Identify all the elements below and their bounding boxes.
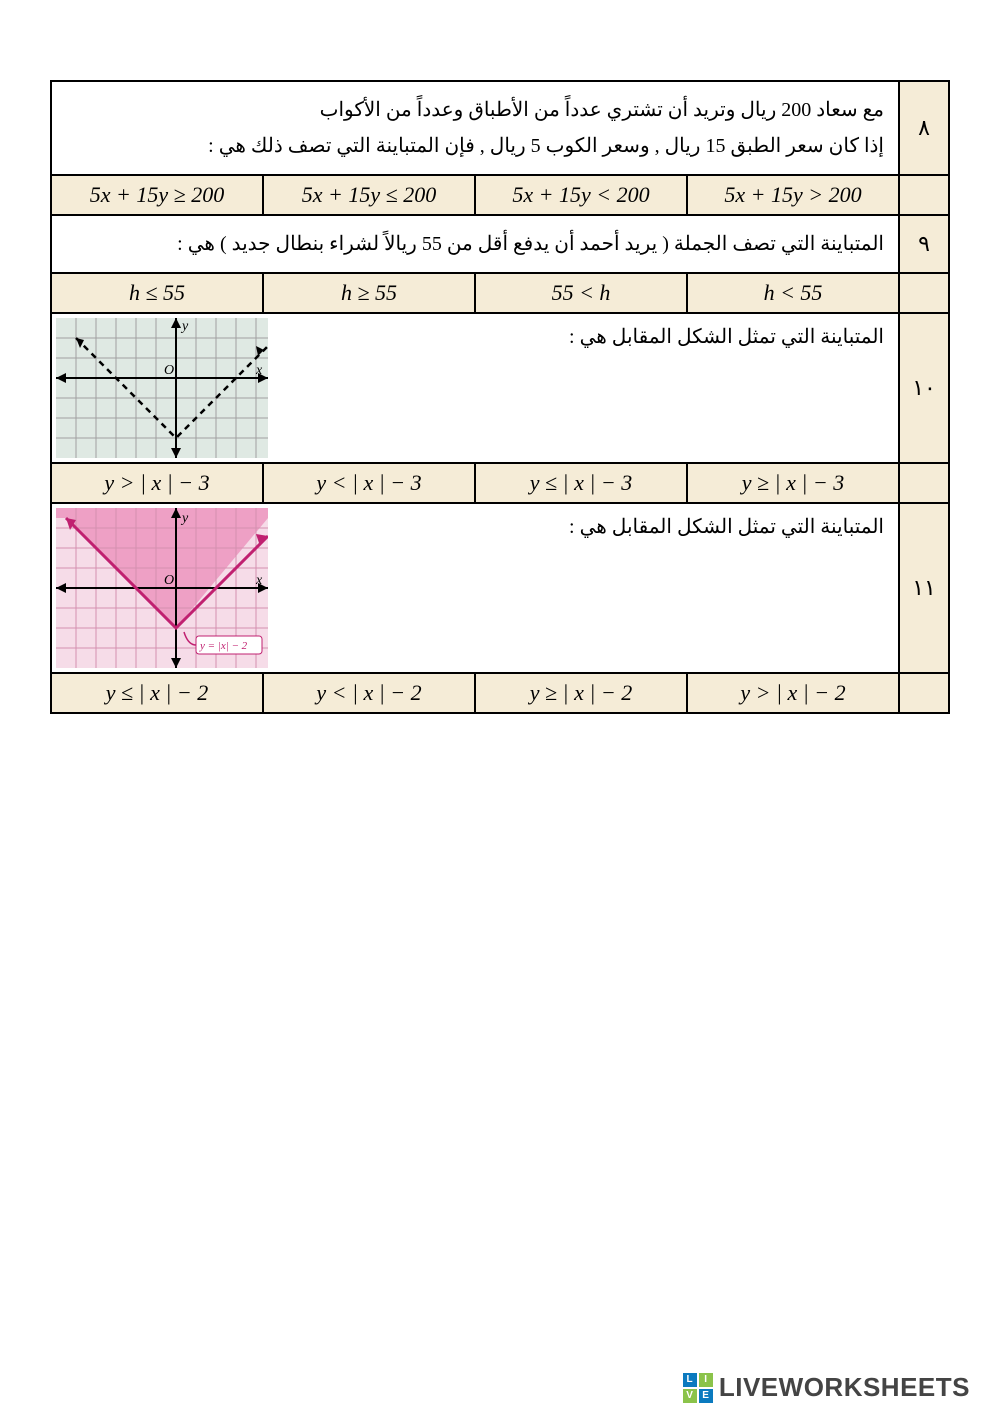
q8-spacer bbox=[899, 175, 949, 215]
q9-opt-a[interactable]: h < 55 bbox=[687, 273, 899, 313]
q11-opt-a[interactable]: y > | x | − 2 bbox=[687, 673, 899, 713]
q10-opt-b[interactable]: y ≤ | x | − 3 bbox=[475, 463, 687, 503]
svg-text:y: y bbox=[180, 511, 189, 526]
q10-opt-c[interactable]: y < | x | − 3 bbox=[263, 463, 475, 503]
q10-cell: المتباينة التي تمثل الشكل المقابل هي : bbox=[51, 313, 899, 463]
svg-text:y: y bbox=[180, 319, 189, 334]
worksheet-table: مع سعاد 200 ريال وتريد أن تشتري عدداً من… bbox=[50, 80, 950, 714]
watermark-text: LIVEWORKSHEETS bbox=[719, 1372, 970, 1403]
q8-number: ٨ bbox=[899, 81, 949, 175]
q11-graph: y = |x| − 2 O x y bbox=[52, 504, 272, 672]
svg-text:O: O bbox=[164, 573, 174, 588]
q8-line2: إذا كان سعر الطبق 15 ريال , وسعر الكوب 5… bbox=[66, 128, 884, 164]
q8-text: مع سعاد 200 ريال وتريد أن تشتري عدداً من… bbox=[51, 81, 899, 175]
q9-opt-d[interactable]: h ≤ 55 bbox=[51, 273, 263, 313]
svg-text:x: x bbox=[255, 573, 263, 588]
q11-number: ١١ bbox=[899, 503, 949, 673]
q10-text: المتباينة التي تمثل الشكل المقابل هي : bbox=[272, 314, 898, 462]
q11-cell: المتباينة التي تمثل الشكل المقابل هي : bbox=[51, 503, 899, 673]
q10-graph: O x y bbox=[52, 314, 272, 462]
watermark-logo: L I V E bbox=[683, 1373, 713, 1403]
q10-spacer bbox=[899, 463, 949, 503]
q8-opt-a[interactable]: 5x + 15y > 200 bbox=[687, 175, 899, 215]
q9-opt-c[interactable]: h ≥ 55 bbox=[263, 273, 475, 313]
q9-text: المتباينة التي تصف الجملة ( يريد أحمد أن… bbox=[51, 215, 899, 273]
watermark: L I V E LIVEWORKSHEETS bbox=[683, 1372, 970, 1403]
q11-text: المتباينة التي تمثل الشكل المقابل هي : bbox=[272, 504, 898, 672]
svg-text:O: O bbox=[164, 363, 174, 378]
svg-text:x: x bbox=[255, 363, 263, 378]
q9-opt-b[interactable]: 55 < h bbox=[475, 273, 687, 313]
q11-opt-b[interactable]: y ≥ | x | − 2 bbox=[475, 673, 687, 713]
q11-opt-c[interactable]: y < | x | − 2 bbox=[263, 673, 475, 713]
q10-opt-d[interactable]: y > | x | − 3 bbox=[51, 463, 263, 503]
q9-spacer bbox=[899, 273, 949, 313]
q11-spacer bbox=[899, 673, 949, 713]
svg-text:y = |x| − 2: y = |x| − 2 bbox=[199, 640, 248, 652]
q8-opt-d[interactable]: 5x + 15y ≥ 200 bbox=[51, 175, 263, 215]
q10-opt-a[interactable]: y ≥ | x | − 3 bbox=[687, 463, 899, 503]
q11-opt-d[interactable]: y ≤ | x | − 2 bbox=[51, 673, 263, 713]
q9-number: ٩ bbox=[899, 215, 949, 273]
q8-line1: مع سعاد 200 ريال وتريد أن تشتري عدداً من… bbox=[66, 92, 884, 128]
q8-opt-b[interactable]: 5x + 15y < 200 bbox=[475, 175, 687, 215]
q10-number: ١٠ bbox=[899, 313, 949, 463]
q8-opt-c[interactable]: 5x + 15y ≤ 200 bbox=[263, 175, 475, 215]
